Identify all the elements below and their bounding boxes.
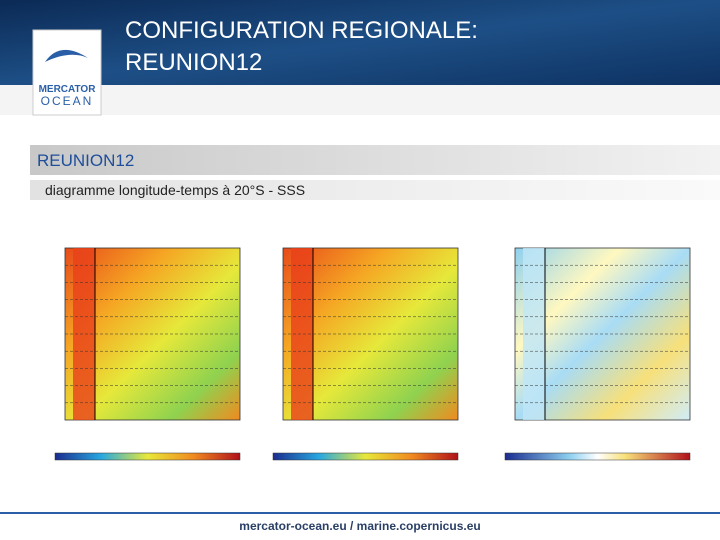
header-strip [0, 85, 720, 115]
slide-title: REUNION12 [125, 49, 262, 76]
colorbar [54, 452, 241, 461]
logo-text: MERCATOR [39, 84, 97, 95]
slide-title: CONFIGURATION REGIONALE: [125, 17, 478, 44]
coastal-strip [523, 248, 545, 420]
section-subtitle: diagramme longitude-temps à 20°S - SSS [45, 182, 305, 198]
section-heading: REUNION12 [37, 151, 134, 170]
section-band [30, 145, 720, 175]
colorbar [272, 452, 459, 461]
coastal-strip [73, 248, 95, 420]
header-background [0, 0, 720, 85]
subtitle-band [30, 180, 720, 200]
logo-wave [45, 49, 88, 62]
logo-box [32, 29, 102, 116]
logo-text: OCEAN [41, 94, 94, 108]
coastal-strip [291, 248, 313, 420]
footer-text: mercator-ocean.eu / marine.copernicus.eu [239, 519, 480, 533]
colorbar [504, 452, 691, 461]
